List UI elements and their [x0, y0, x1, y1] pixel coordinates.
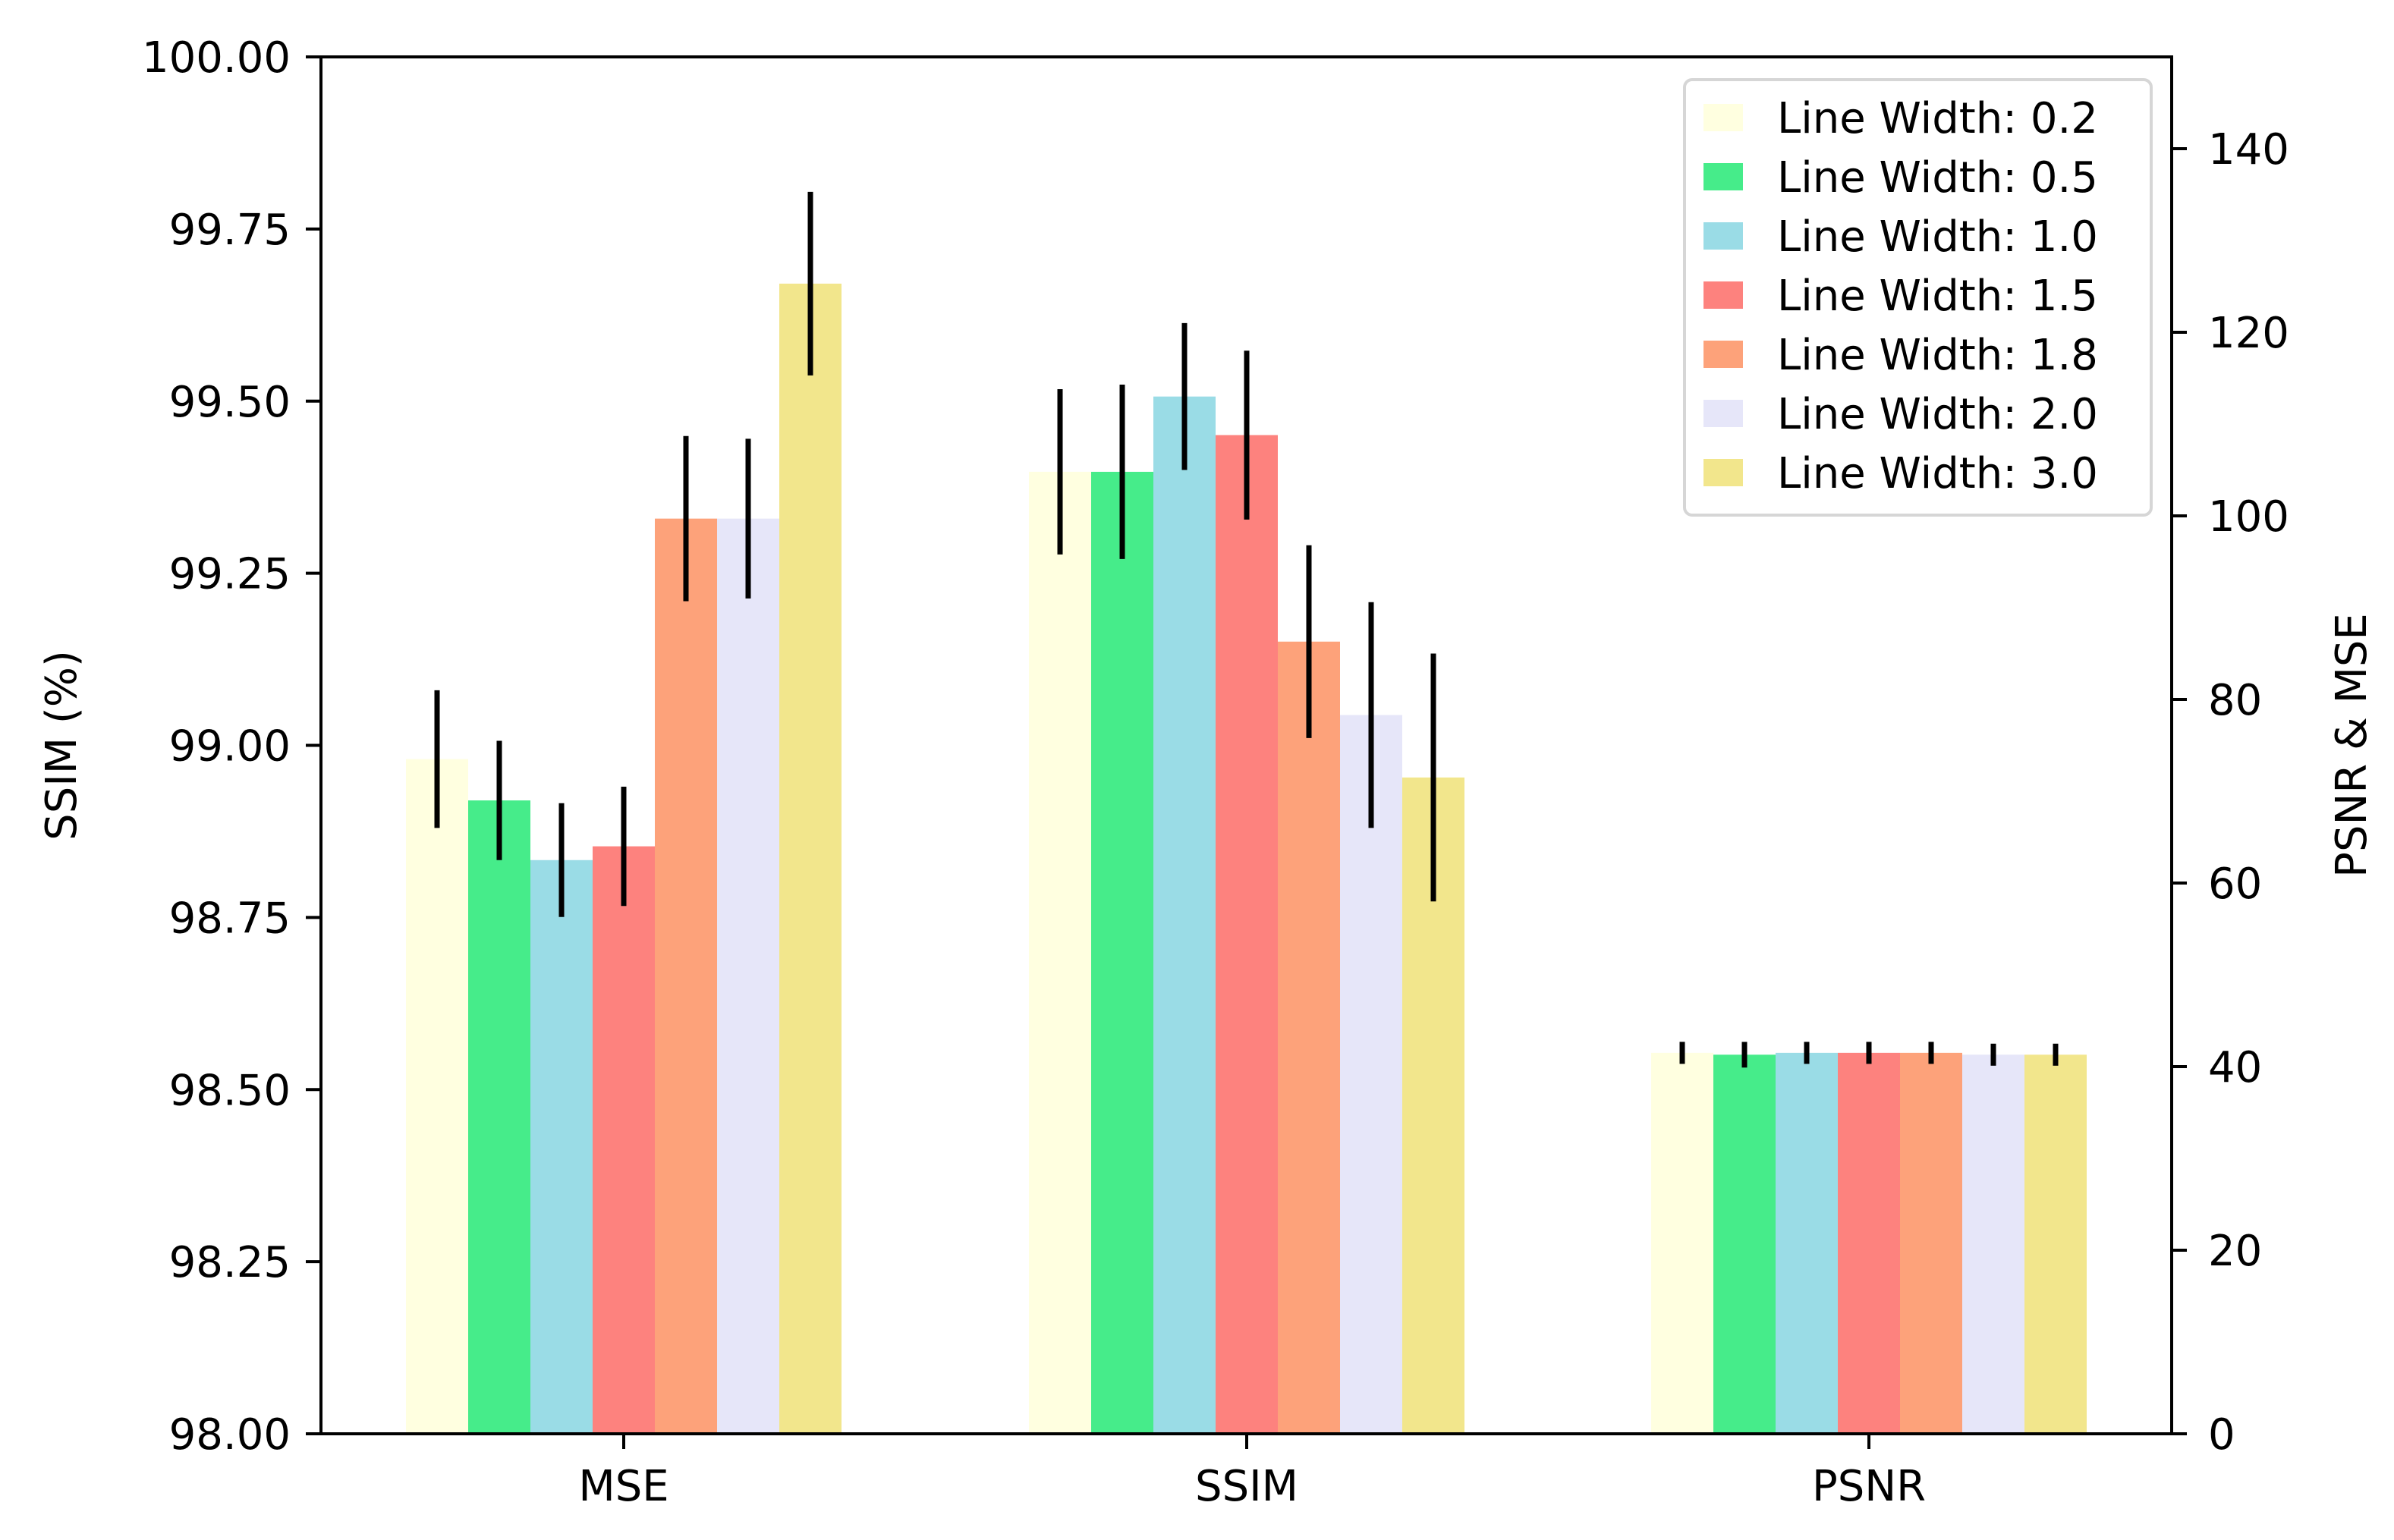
bar	[1029, 471, 1091, 1435]
bar	[1340, 715, 1402, 1434]
bar	[1838, 1052, 1900, 1434]
bar	[1278, 641, 1340, 1434]
left-tick-label: 99.50	[169, 378, 291, 427]
legend-swatch	[1703, 222, 1743, 250]
left-tick-label: 99.75	[169, 206, 291, 255]
right-tick-label: 100	[2208, 492, 2289, 542]
bar	[1962, 1054, 2024, 1434]
legend-label: Line Width: 1.5	[1777, 272, 2098, 321]
legend-swatch	[1703, 104, 1743, 131]
right-axis: 0 20 40 60 80 100 120 140	[2172, 125, 2289, 1460]
legend-label: Line Width: 1.8	[1777, 331, 2098, 380]
right-tick-label: 60	[2208, 860, 2262, 909]
right-tick-label: 40	[2208, 1043, 2262, 1092]
legend-swatch	[1703, 163, 1743, 190]
bar	[530, 860, 593, 1434]
bar	[779, 283, 842, 1434]
legend-swatch	[1703, 459, 1743, 486]
legend-swatch	[1703, 281, 1743, 309]
right-tick-label: 140	[2208, 125, 2289, 174]
legend-label: Line Width: 0.2	[1777, 94, 2098, 143]
bar	[1713, 1054, 1776, 1434]
bar	[1153, 396, 1216, 1435]
bar	[1900, 1052, 1962, 1434]
right-tick-label: 0	[2208, 1410, 2235, 1460]
legend-label: Line Width: 1.0	[1777, 212, 2098, 262]
left-tick-label: 99.00	[169, 722, 291, 772]
x-tick-label: MSE	[578, 1462, 668, 1511]
legend-box	[1683, 78, 2153, 517]
left-tick-label: 98.50	[169, 1066, 291, 1115]
left-axis: 98.00 98.25 98.50 98.75 99.00 99.25 99.50 99.75…	[142, 33, 321, 1460]
legend-label: Line Width: 0.5	[1777, 153, 2098, 203]
bar	[1216, 435, 1278, 1434]
bar	[593, 846, 655, 1434]
bar	[1651, 1052, 1713, 1434]
legend-label: Line Width: 3.0	[1777, 449, 2098, 498]
right-tick-label: 20	[2208, 1227, 2262, 1276]
left-tick-label: 100.00	[142, 33, 291, 83]
right-tick-label: 80	[2208, 676, 2262, 725]
x-tick-label: PSNR	[1812, 1462, 1926, 1511]
bars-layer	[406, 283, 2087, 1435]
left-axis-title: SSIM (%)	[37, 650, 87, 841]
right-axis-title: PSNR & MSE	[2327, 613, 2377, 878]
bar	[2024, 1054, 2087, 1434]
bar	[406, 759, 468, 1434]
left-tick-label: 98.75	[169, 894, 291, 943]
left-tick-label: 98.25	[169, 1238, 291, 1287]
bar	[655, 518, 717, 1434]
left-tick-label: 99.25	[169, 550, 291, 599]
legend-swatch	[1703, 400, 1743, 427]
right-tick-label: 120	[2208, 309, 2289, 358]
legend-swatch	[1703, 341, 1743, 368]
legend-label: Line Width: 2.0	[1777, 390, 2098, 439]
bar	[717, 518, 779, 1434]
x-axis: MSE SSIM PSNR	[578, 1434, 1926, 1511]
legend: Line Width: 0.2 Line Width: 0.5 Line Width…	[1683, 78, 2153, 517]
bar	[468, 800, 530, 1434]
left-tick-label: 98.00	[169, 1410, 291, 1460]
error-bars-layer	[434, 191, 2059, 1068]
x-tick-label: SSIM	[1195, 1462, 1298, 1511]
bar	[1091, 471, 1153, 1435]
bar	[1776, 1052, 1838, 1434]
